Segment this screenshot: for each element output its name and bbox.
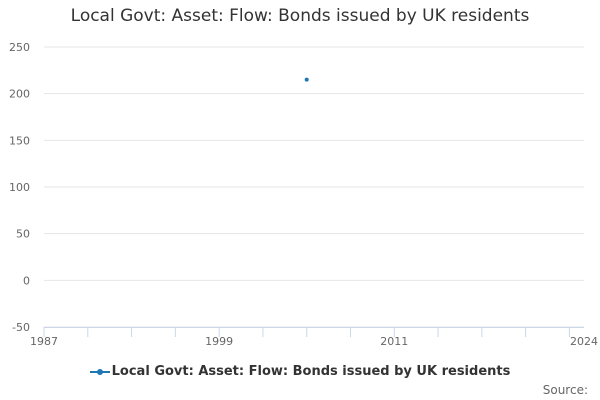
x-tick-label: 1999 (205, 335, 233, 348)
y-tick-label: 100 (9, 181, 30, 194)
legend-symbol-icon (89, 367, 110, 377)
y-tick-label: 0 (23, 274, 30, 287)
x-tick-label: 2011 (380, 335, 408, 348)
y-tick-label: 200 (9, 88, 30, 101)
x-tick-label: 2024 (570, 335, 598, 348)
source-label: Source: (542, 383, 588, 397)
chart-title: Local Govt: Asset: Flow: Bonds issued by… (70, 6, 530, 26)
y-tick-label: 250 (9, 41, 30, 54)
y-tick-label: 50 (16, 228, 30, 241)
chart-legend[interactable]: Local Govt: Asset: Flow: Bonds issued by… (0, 364, 600, 379)
data-point (304, 77, 309, 82)
y-tick-label: 150 (9, 134, 30, 147)
legend-label: Local Govt: Asset: Flow: Bonds issued by… (111, 364, 511, 379)
y-tick-label: -50 (12, 321, 30, 334)
x-tick-label: 1987 (30, 335, 58, 348)
